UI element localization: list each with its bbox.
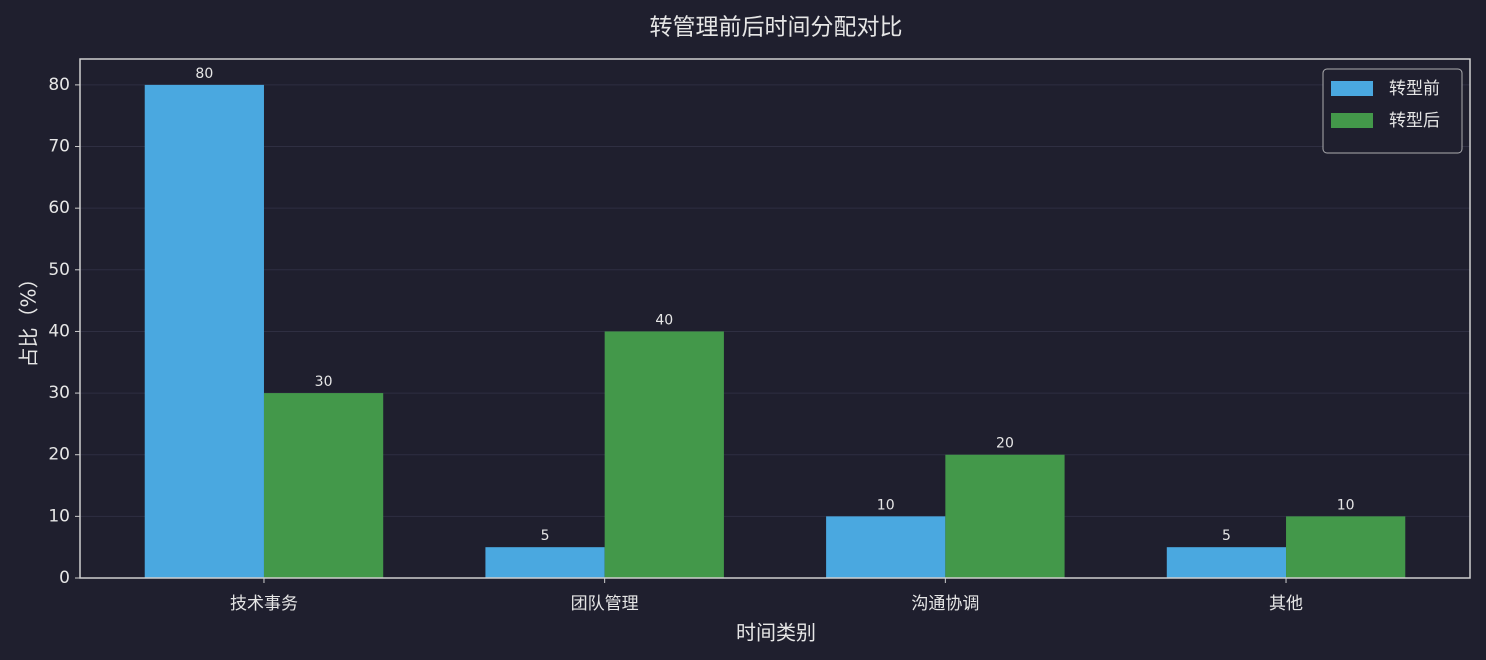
x-tick-label: 团队管理	[571, 594, 639, 614]
value-label: 10	[1337, 497, 1355, 513]
bar	[1166, 547, 1287, 578]
x-tick-label: 其他	[1269, 594, 1303, 614]
y-tick-label: 30	[48, 383, 70, 403]
plot-frame	[79, 58, 1471, 579]
y-tick-label: 20	[48, 445, 70, 465]
bar	[485, 547, 605, 578]
legend-label: 转型后	[1389, 111, 1440, 131]
y-tick-label: 40	[48, 321, 70, 341]
y-tick-label: 80	[48, 75, 70, 95]
bar	[945, 454, 1065, 578]
legend-label: 转型前	[1389, 79, 1440, 99]
chart-title: 转管理前后时间分配对比	[650, 15, 903, 41]
value-label: 5	[541, 528, 550, 544]
value-label: 10	[877, 497, 895, 513]
x-tick-label: 沟通协调	[911, 594, 979, 614]
legend-swatch	[1331, 81, 1373, 96]
value-label: 20	[996, 436, 1014, 452]
y-tick-label: 70	[48, 137, 70, 157]
value-label: 5	[1222, 528, 1231, 544]
y-axis-label: 占比（%）	[17, 268, 41, 367]
y-tick-label: 0	[59, 568, 70, 588]
y-tick-label: 60	[48, 198, 70, 218]
value-label: 30	[315, 374, 333, 390]
bar	[1286, 516, 1406, 578]
value-label: 80	[195, 66, 213, 82]
y-tick-label: 50	[48, 260, 70, 280]
bar	[144, 84, 264, 578]
x-axis-label: 时间类别	[736, 621, 816, 645]
legend-swatch	[1331, 113, 1373, 128]
bar	[263, 393, 384, 578]
bar	[604, 331, 724, 578]
plot-area: 0 10 20 30 40 50 60 70 80 80 5 10 5 30 40 20 10 技术事务 团队管理 沟…	[48, 66, 1470, 614]
y-tick-label: 10	[48, 506, 70, 526]
value-label: 40	[655, 312, 673, 328]
x-tick-label: 技术事务	[230, 594, 298, 614]
bar	[826, 516, 946, 578]
